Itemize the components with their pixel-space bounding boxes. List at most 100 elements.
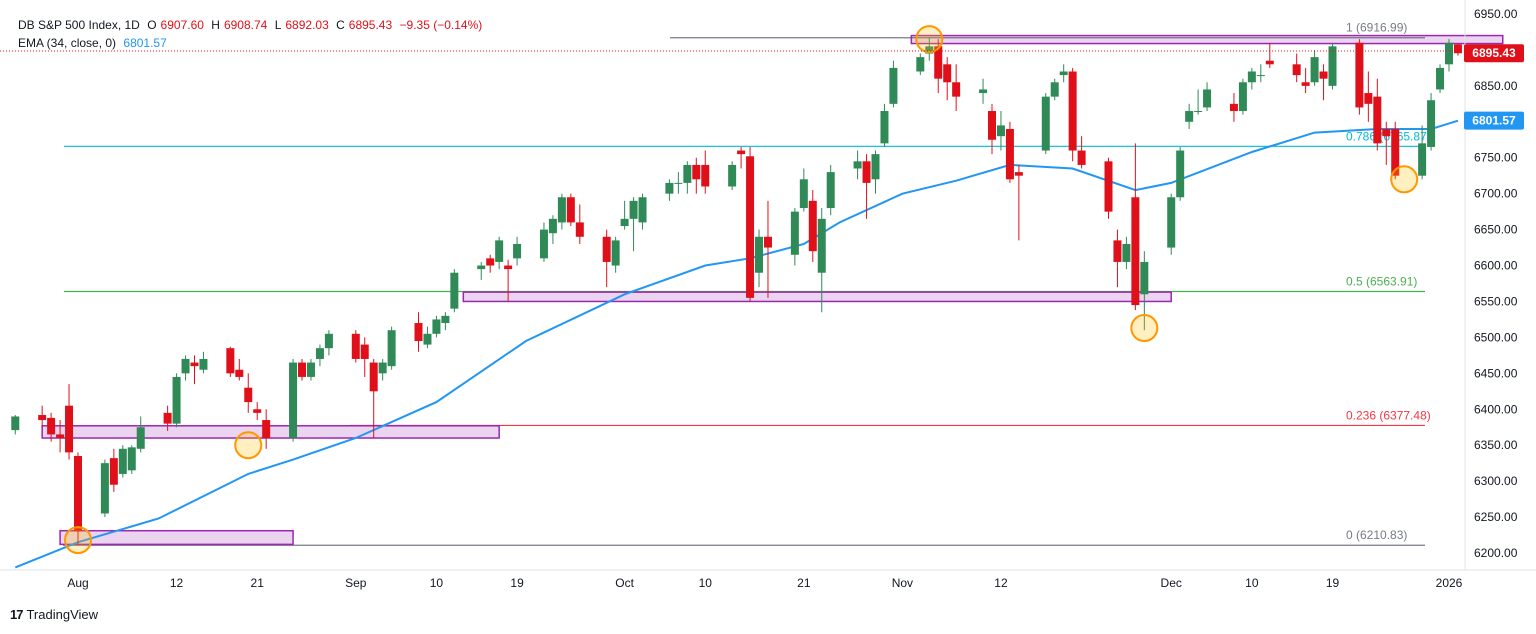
zone-box [910,34,1504,45]
fib-levels: 1 (6916.99) 0.786 (6765.87) 0.5 (6563.91) 0… [63,21,1431,546]
candle-body [504,265,513,270]
candle-body [1122,243,1131,262]
candle-body [683,164,692,183]
highlight-circle [234,431,263,460]
candle-body [979,89,988,94]
candle-body [163,412,172,424]
candle-body [575,222,584,237]
price-badges: 6895.43 6801.57 [1464,44,1524,130]
highlight-circle [1390,165,1419,194]
candle-body [1391,128,1400,176]
candle-body [1453,44,1462,54]
price-tick-label: 6850.00 [1474,79,1518,93]
zone-box [462,291,1172,303]
candle-body [109,458,118,485]
candle-body [602,236,611,262]
candle-body [853,161,862,169]
support-resistance-zones [41,34,1504,546]
time-tick-label: Aug [67,576,88,590]
candle-body [1328,46,1337,86]
candle-body [1292,64,1301,76]
candle-body [988,111,996,140]
candle-body [100,463,109,514]
candle-body [298,362,307,377]
price-tick-label: 6650.00 [1474,223,1518,237]
candle-body [11,416,20,431]
price-tick-label: 6750.00 [1474,151,1518,165]
time-tick-label: 12 [170,576,184,590]
highlight-circles [64,25,1419,555]
symbol-name[interactable]: DB S&P 500 Index, 1D [18,18,140,32]
candle-body [1310,57,1319,83]
candle-body [629,200,638,219]
fib-label: 0 (6210.83) [1346,528,1407,542]
candle-body [1355,42,1364,108]
candle-body [1238,82,1247,112]
low-value: 6892.03 [285,18,329,32]
zone-box [41,425,500,439]
candle-body [1059,71,1068,76]
change-value: −9.35 (−0.14%) [399,18,483,32]
candle-body [387,330,396,367]
candle-body [638,197,647,223]
candle-body [611,240,620,266]
candle-body [441,315,450,324]
candle-body [1436,67,1445,90]
candle-body [925,46,934,54]
price-badge-label: 6895.43 [1472,46,1516,60]
candle-body [65,405,74,453]
candle-body [423,333,432,345]
ema-polyline [14,119,1459,569]
candle-body [952,82,961,97]
candle-body [253,409,262,413]
candle-body [378,362,387,374]
candle-body [495,240,504,262]
candle-body [871,154,880,180]
zone-box [59,529,294,546]
candle-body [790,211,799,255]
candle-body [244,387,253,403]
candle-body [1176,150,1185,198]
candle-body [1113,240,1122,262]
candle-body [486,258,495,266]
time-tick-label: 10 [430,576,444,590]
candle-body [1229,103,1238,112]
tradingview-branding[interactable]: 17 TradingView [10,607,98,622]
candle-body [1014,172,1023,176]
tradingview-logo-icon: 17 [10,607,24,622]
candle-body [701,164,710,187]
candle-body [1247,71,1256,83]
candle-body [1131,197,1140,306]
time-tick-label: 12 [994,576,1008,590]
fib-label: 0.236 (6377.48) [1346,408,1431,422]
candle-body [315,348,324,359]
candle-body [799,179,808,209]
candle-body [996,125,1005,137]
highlight-circle [64,526,92,555]
time-tick-label: 19 [1326,576,1340,590]
candle-body [1301,82,1310,86]
candle-body [746,156,755,298]
candle-body [414,323,423,341]
ema-legend[interactable]: EMA (34, close, 0) 6801.57 [18,36,171,50]
price-tick-label: 6250.00 [1474,510,1518,524]
candle-body [1167,197,1176,248]
candle-body [755,236,764,273]
candle-body [1005,128,1014,180]
candle-body [1445,42,1453,65]
ema-line [14,119,1459,569]
candle-body [74,455,82,532]
candle-body [1194,111,1203,113]
candle-body [235,369,244,377]
fib-label: 0.5 (6563.91) [1346,274,1417,288]
high-value: 6908.74 [223,18,268,32]
candle-body [450,272,459,309]
close-value: 6895.43 [348,18,393,32]
highlight-circle [915,25,944,54]
time-tick-label: 10 [699,576,713,590]
candle-body [728,164,737,187]
time-tick-label: Nov [892,576,913,590]
candle-body [127,447,136,471]
candle-body [477,265,486,270]
